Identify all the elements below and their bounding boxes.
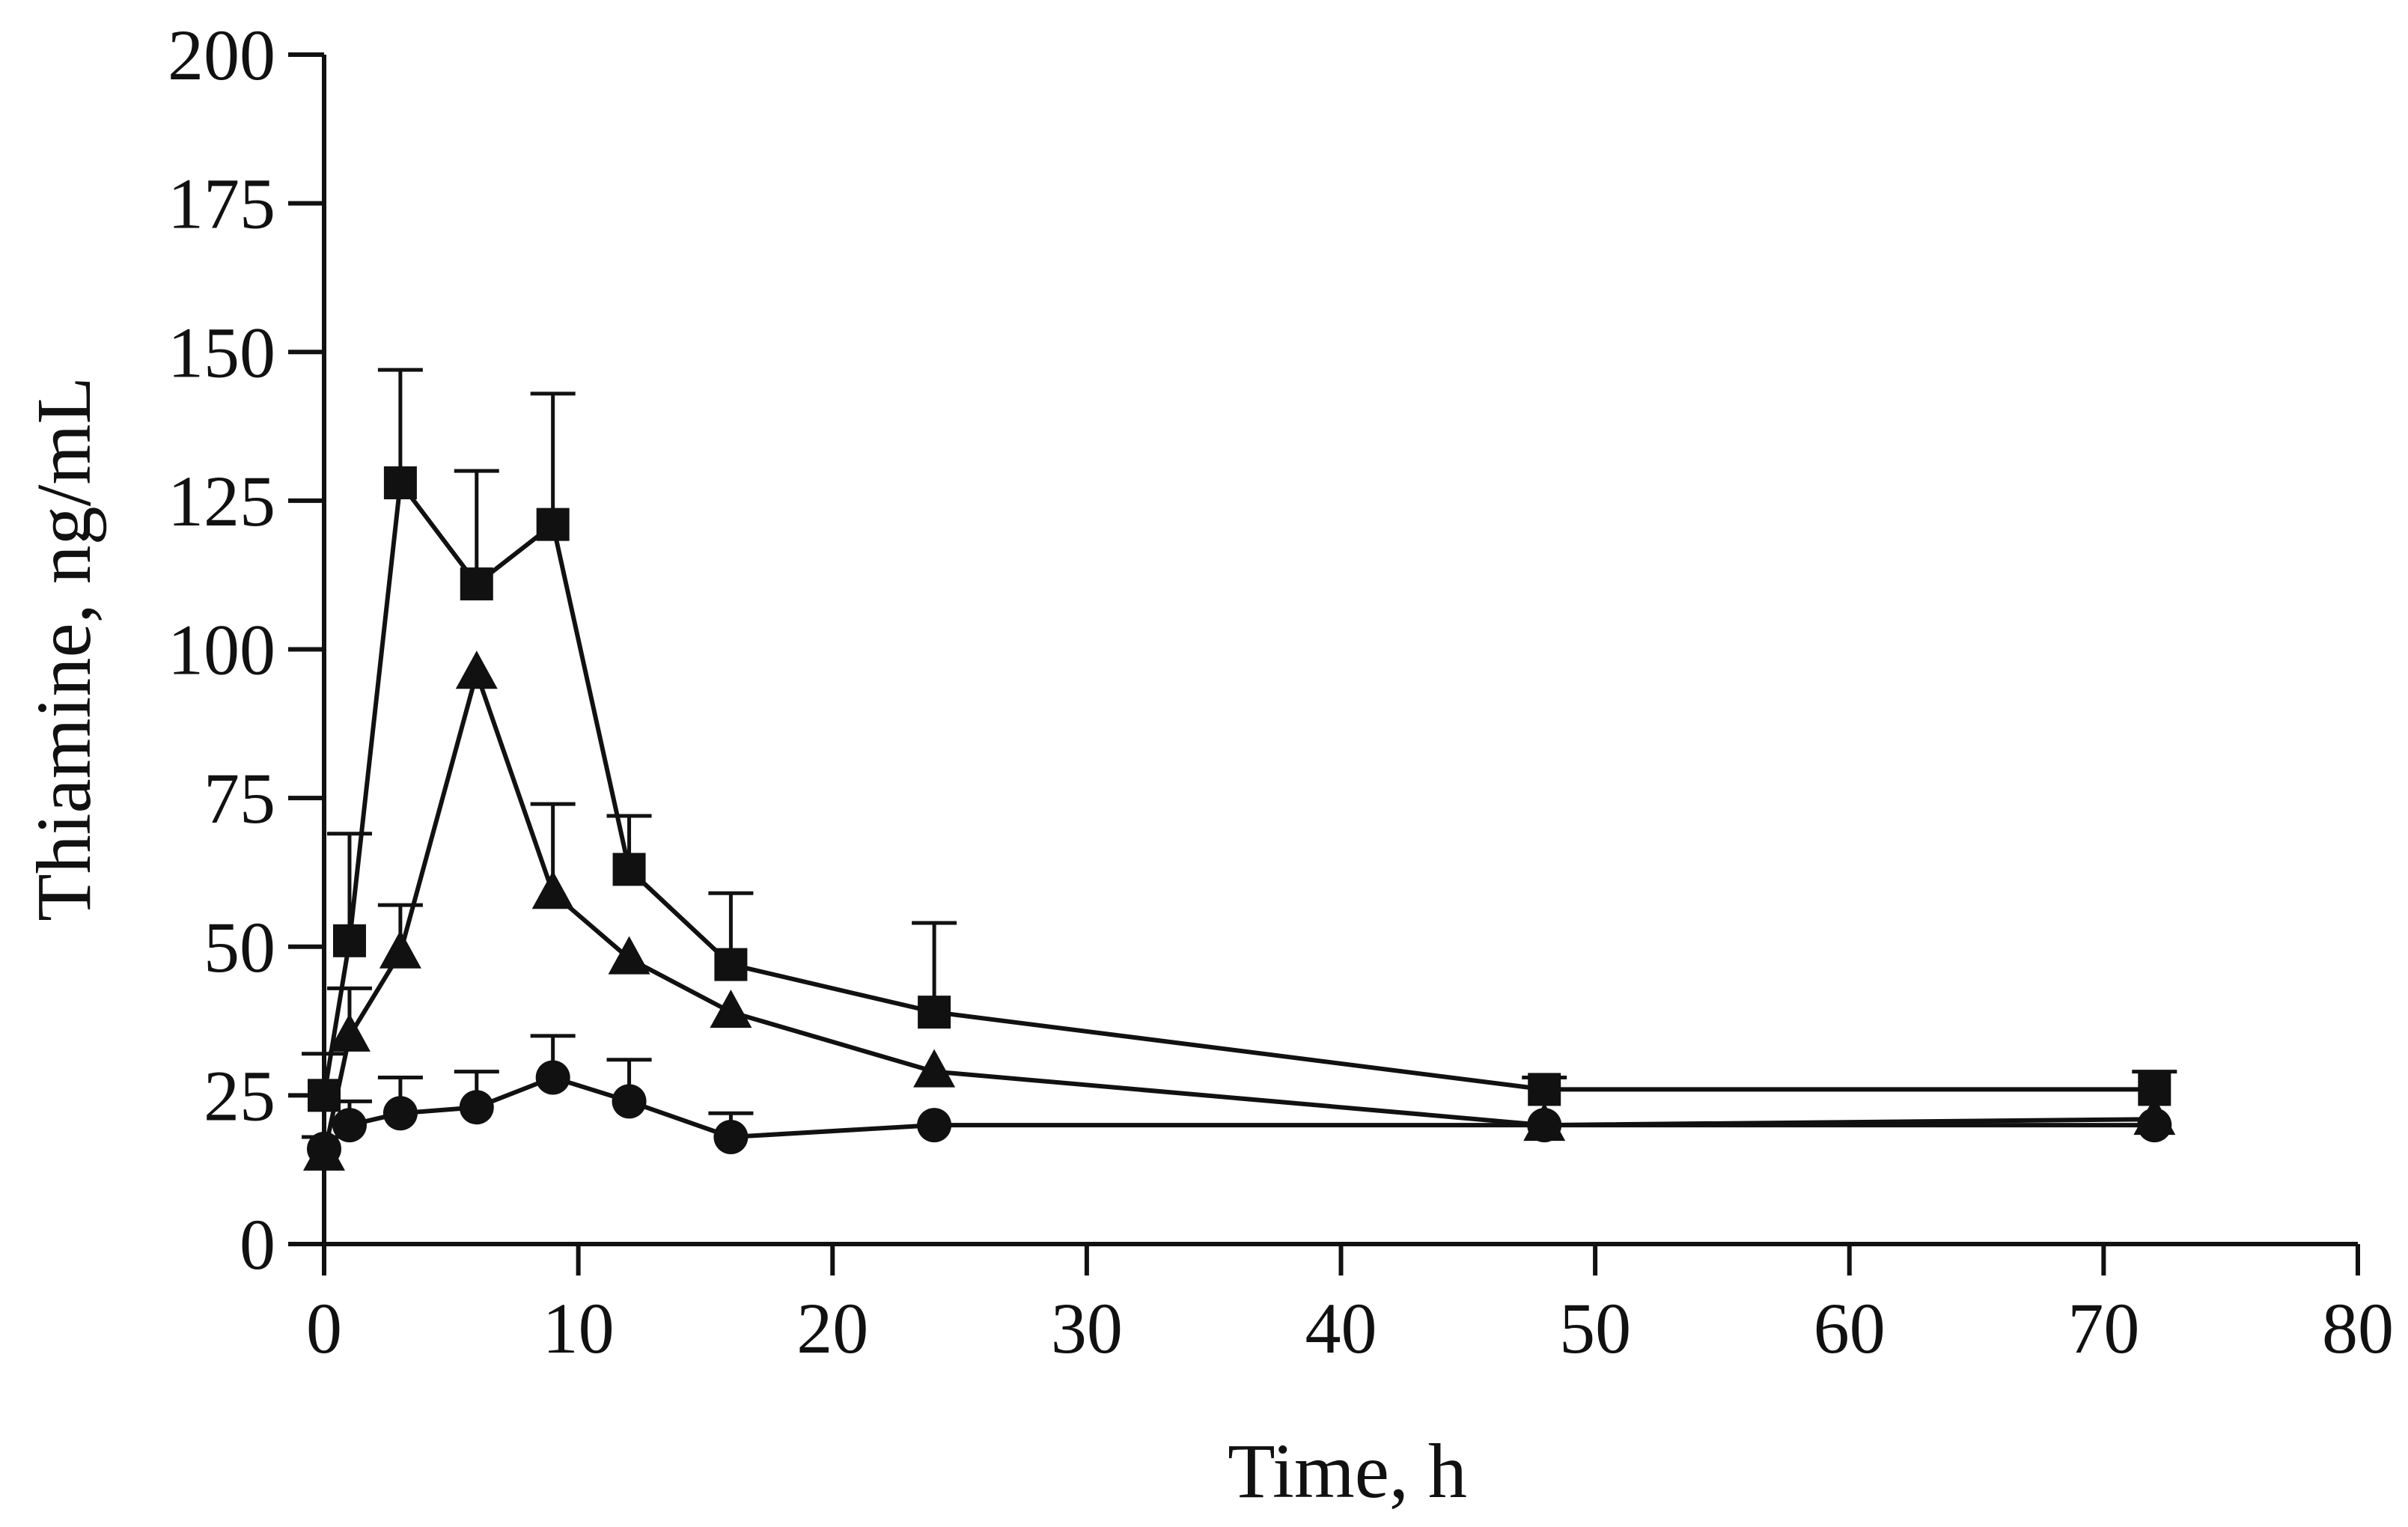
data-point-square bbox=[1528, 1073, 1561, 1106]
data-point-triangle bbox=[608, 936, 650, 975]
y-tick-label: 175 bbox=[168, 164, 275, 244]
x-tick-label: 10 bbox=[543, 1288, 615, 1368]
data-point-triangle bbox=[455, 650, 498, 689]
data-point-square bbox=[536, 508, 570, 541]
data-point-triangle bbox=[710, 990, 752, 1028]
series-line bbox=[322, 671, 2155, 1156]
y-tick-label: 100 bbox=[168, 610, 275, 690]
data-point-square bbox=[714, 948, 748, 981]
y-tick-label: 25 bbox=[204, 1055, 275, 1136]
data-point-circle bbox=[535, 1060, 570, 1095]
data-point-triangle bbox=[379, 930, 421, 969]
x-axis-title: Time, h bbox=[1228, 1428, 1467, 1514]
x-tick-label: 70 bbox=[2067, 1288, 2139, 1368]
data-point-circle bbox=[1527, 1108, 1562, 1143]
x-ticks: 0 10 20 30 40 50 60 70 80 bbox=[306, 1244, 2394, 1368]
data-point-square bbox=[332, 924, 366, 957]
y-tick-label: 125 bbox=[168, 461, 275, 541]
y-tick-label: 150 bbox=[168, 312, 275, 392]
data-point-triangle bbox=[913, 1049, 956, 1088]
x-tick-label: 60 bbox=[1814, 1288, 1886, 1368]
data-point-triangle bbox=[531, 871, 574, 909]
x-tick-label: 50 bbox=[1559, 1288, 1631, 1368]
series-triangle bbox=[302, 650, 2176, 1171]
series-line bbox=[322, 481, 2155, 1096]
data-point-square bbox=[612, 853, 646, 886]
series-line bbox=[322, 1075, 2155, 1151]
series-square bbox=[302, 368, 2177, 1112]
data-point-circle bbox=[612, 1084, 647, 1119]
data-point-circle bbox=[713, 1119, 749, 1154]
y-axis-title: Thiamine, ng/mL bbox=[21, 377, 107, 921]
x-tick-label: 0 bbox=[306, 1288, 342, 1368]
data-point-square bbox=[383, 466, 417, 500]
y-tick-label: 200 bbox=[168, 15, 275, 95]
x-tick-label: 20 bbox=[796, 1288, 868, 1368]
data-point-circle bbox=[2137, 1108, 2172, 1143]
series-layer bbox=[302, 368, 2177, 1171]
data-point-circle bbox=[459, 1090, 494, 1125]
data-point-square bbox=[460, 567, 493, 601]
data-point-circle bbox=[332, 1108, 367, 1143]
series-circle bbox=[307, 1034, 2172, 1166]
y-ticks: 0 25 50 75 100 125 150 175 200 bbox=[168, 15, 324, 1284]
data-point-triangle bbox=[328, 1013, 371, 1052]
data-point-circle bbox=[917, 1108, 952, 1143]
x-tick-label: 30 bbox=[1051, 1288, 1123, 1368]
x-tick-label: 40 bbox=[1305, 1288, 1377, 1368]
data-point-square bbox=[918, 996, 951, 1029]
y-tick-label: 75 bbox=[204, 758, 275, 838]
data-point-circle bbox=[382, 1096, 418, 1131]
data-point-circle bbox=[307, 1131, 341, 1166]
y-tick-label: 50 bbox=[204, 907, 275, 987]
y-tick-label: 0 bbox=[240, 1204, 275, 1284]
x-tick-label: 80 bbox=[2322, 1288, 2394, 1368]
